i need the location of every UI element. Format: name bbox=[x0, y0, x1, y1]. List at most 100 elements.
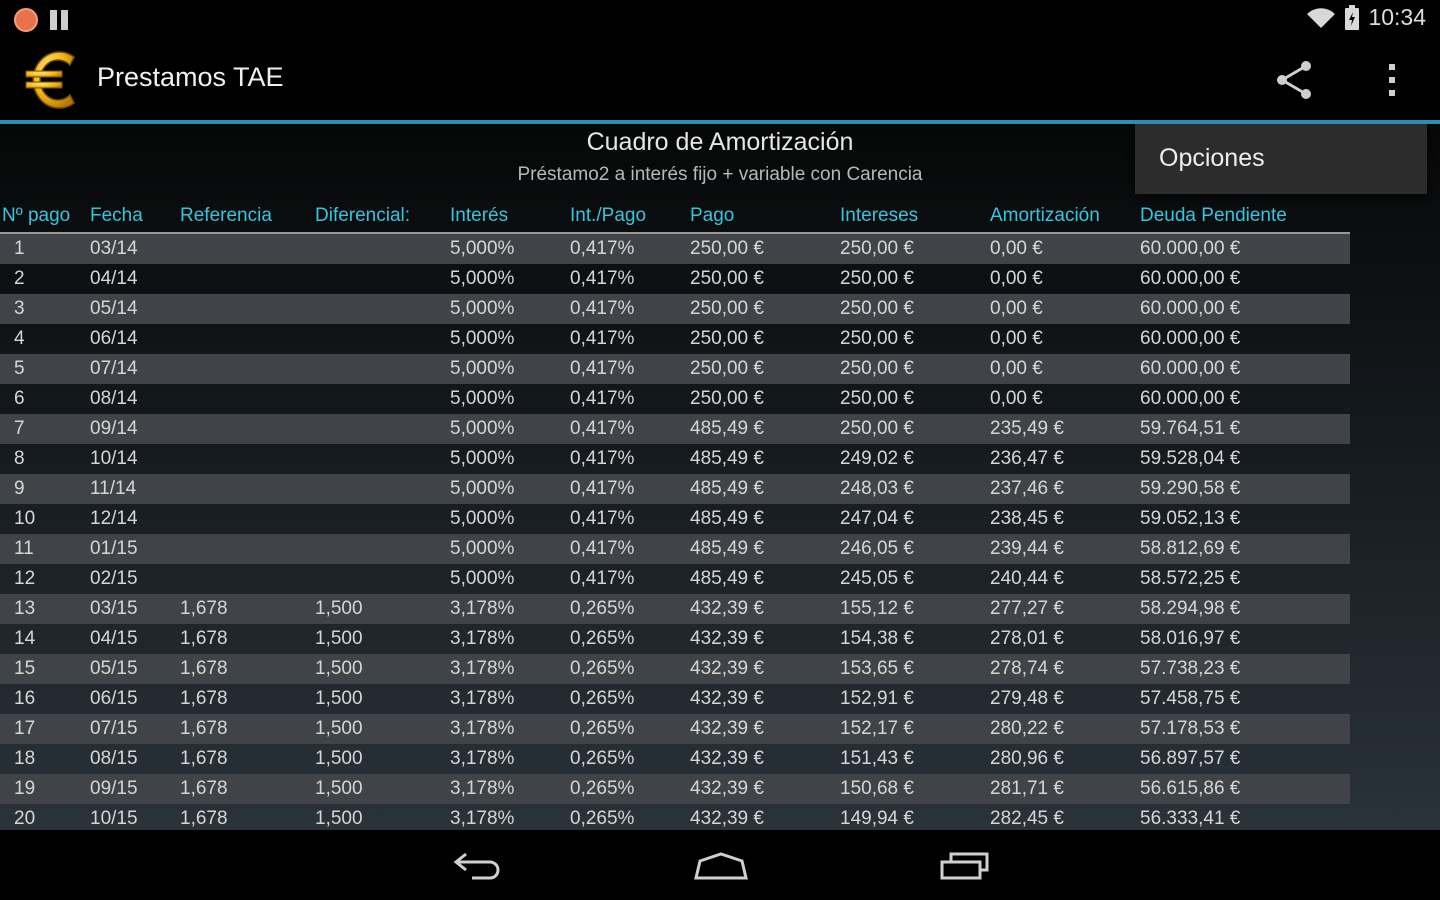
cell-deuda-pendiente: 60.000,00 € bbox=[1140, 328, 1241, 349]
share-icon[interactable] bbox=[1270, 58, 1318, 102]
back-button[interactable] bbox=[438, 844, 518, 888]
cell-interes: 5,000% bbox=[450, 508, 515, 529]
recents-button[interactable] bbox=[925, 844, 1005, 888]
cell-pago: 250,00 € bbox=[690, 328, 764, 349]
options-menu: Opciones bbox=[1135, 124, 1427, 194]
cell-interes: 5,000% bbox=[450, 448, 515, 469]
options-menu-item[interactable]: Opciones bbox=[1159, 144, 1265, 172]
notification-icon bbox=[14, 8, 38, 32]
cell-interes: 5,000% bbox=[450, 478, 515, 499]
cell-int-pago: 0,417% bbox=[570, 448, 635, 469]
cell-diferencial: 1,500 bbox=[315, 808, 363, 829]
home-button[interactable] bbox=[681, 844, 761, 888]
cell-referencia: 1,678 bbox=[180, 658, 228, 679]
cell-interes: 5,000% bbox=[450, 418, 515, 439]
cell-interes: 3,178% bbox=[450, 688, 515, 709]
table-row: 7 09/14 5,000% 0,417% 485,49 € 250,00 € 235,49… bbox=[0, 414, 1350, 444]
cell-deuda-pendiente: 56.615,86 € bbox=[1140, 778, 1241, 799]
cell-interes: 5,000% bbox=[450, 358, 515, 379]
cell-pago: 250,00 € bbox=[690, 238, 764, 259]
cell-deuda-pendiente: 58.294,98 € bbox=[1140, 598, 1241, 619]
cell-deuda-pendiente: 59.764,51 € bbox=[1140, 418, 1241, 439]
cell-referencia: 1,678 bbox=[180, 748, 228, 769]
storage-icon bbox=[50, 10, 68, 30]
cell-deuda-pendiente: 56.897,57 € bbox=[1140, 748, 1241, 769]
cell-interes: 5,000% bbox=[450, 568, 515, 589]
cell-fecha: 12/14 bbox=[90, 508, 138, 529]
cell-interes: 3,178% bbox=[450, 658, 515, 679]
cell-n-pago: 14 bbox=[14, 628, 36, 649]
cell-referencia: 1,678 bbox=[180, 778, 228, 799]
cell-intereses: 150,68 € bbox=[840, 778, 914, 799]
table-row: 10 12/14 5,000% 0,417% 485,49 € 247,04 € 238,4… bbox=[0, 504, 1350, 534]
cell-pago: 250,00 € bbox=[690, 388, 764, 409]
table-title: Cuadro de Amortización bbox=[586, 128, 854, 156]
cell-deuda-pendiente: 60.000,00 € bbox=[1140, 298, 1241, 319]
cell-fecha: 05/15 bbox=[90, 658, 138, 679]
cell-fecha: 04/15 bbox=[90, 628, 138, 649]
cell-pago: 250,00 € bbox=[690, 268, 764, 289]
cell-int-pago: 0,417% bbox=[570, 328, 635, 349]
cell-diferencial: 1,500 bbox=[315, 598, 363, 619]
table-row: 1 03/14 5,000% 0,417% 250,00 € 250,00 € 0,00 €… bbox=[0, 234, 1350, 264]
overflow-menu-icon[interactable] bbox=[1372, 58, 1412, 102]
cell-int-pago: 0,417% bbox=[570, 508, 635, 529]
cell-intereses: 247,04 € bbox=[840, 508, 914, 529]
cell-amortizacion: 281,71 € bbox=[990, 778, 1064, 799]
cell-int-pago: 0,265% bbox=[570, 628, 635, 649]
cell-amortizacion: 0,00 € bbox=[990, 328, 1043, 349]
cell-int-pago: 0,417% bbox=[570, 538, 635, 559]
cell-amortizacion: 235,49 € bbox=[990, 418, 1064, 439]
cell-int-pago: 0,417% bbox=[570, 478, 635, 499]
cell-pago: 432,39 € bbox=[690, 658, 764, 679]
cell-deuda-pendiente: 58.812,69 € bbox=[1140, 538, 1241, 559]
cell-intereses: 152,91 € bbox=[840, 688, 914, 709]
cell-fecha: 03/14 bbox=[90, 238, 138, 259]
cell-deuda-pendiente: 60.000,00 € bbox=[1140, 358, 1241, 379]
cell-n-pago: 18 bbox=[14, 748, 36, 769]
euro-logo-icon[interactable] bbox=[22, 45, 86, 113]
cell-fecha: 08/14 bbox=[90, 388, 138, 409]
cell-deuda-pendiente: 58.016,97 € bbox=[1140, 628, 1241, 649]
cell-int-pago: 0,265% bbox=[570, 658, 635, 679]
table-row: 16 06/15 1,678 1,500 3,178% 0,265% 432,39 € 152… bbox=[0, 684, 1350, 714]
table-subtitle: Préstamo2 a interés fijo + variable con … bbox=[517, 164, 923, 185]
cell-deuda-pendiente: 56.333,41 € bbox=[1140, 808, 1241, 829]
cell-intereses: 250,00 € bbox=[840, 358, 914, 379]
cell-referencia: 1,678 bbox=[180, 688, 228, 709]
cell-intereses: 250,00 € bbox=[840, 328, 914, 349]
cell-fecha: 06/15 bbox=[90, 688, 138, 709]
cell-intereses: 250,00 € bbox=[840, 238, 914, 259]
header-diferencial: Diferencial: bbox=[315, 205, 411, 226]
action-bar: Prestamos TAE bbox=[0, 40, 1440, 124]
cell-n-pago: 7 bbox=[14, 418, 25, 439]
cell-pago: 432,39 € bbox=[690, 778, 764, 799]
cell-amortizacion: 0,00 € bbox=[990, 388, 1043, 409]
cell-pago: 485,49 € bbox=[690, 448, 764, 469]
cell-fecha: 05/14 bbox=[90, 298, 138, 319]
cell-fecha: 07/15 bbox=[90, 718, 138, 739]
cell-fecha: 04/14 bbox=[90, 268, 138, 289]
cell-n-pago: 8 bbox=[14, 448, 25, 469]
recents-icon bbox=[940, 852, 989, 880]
cell-intereses: 250,00 € bbox=[840, 298, 914, 319]
cell-n-pago: 11 bbox=[14, 538, 34, 559]
cell-deuda-pendiente: 60.000,00 € bbox=[1140, 268, 1241, 289]
cell-intereses: 245,05 € bbox=[840, 568, 914, 589]
cell-deuda-pendiente: 57.738,23 € bbox=[1140, 658, 1241, 679]
table-row: 13 03/15 1,678 1,500 3,178% 0,265% 432,39 € 155… bbox=[0, 594, 1350, 624]
cell-deuda-pendiente: 57.178,53 € bbox=[1140, 718, 1241, 739]
cell-amortizacion: 280,96 € bbox=[990, 748, 1064, 769]
table-row: 11 01/15 5,000% 0,417% 485,49 € 246,05 € 239,4… bbox=[0, 534, 1350, 564]
cell-amortizacion: 0,00 € bbox=[990, 268, 1043, 289]
table-row: 18 08/15 1,678 1,500 3,178% 0,265% 432,39 € 151… bbox=[0, 744, 1350, 774]
cell-pago: 485,49 € bbox=[690, 568, 764, 589]
cell-int-pago: 0,265% bbox=[570, 718, 635, 739]
cell-interes: 3,178% bbox=[450, 778, 515, 799]
cell-fecha: 09/15 bbox=[90, 778, 138, 799]
table-row: 3 05/14 5,000% 0,417% 250,00 € 250,00 € 0,00 €… bbox=[0, 294, 1350, 324]
cell-referencia: 1,678 bbox=[180, 628, 228, 649]
cell-amortizacion: 0,00 € bbox=[990, 298, 1043, 319]
cell-int-pago: 0,265% bbox=[570, 598, 635, 619]
cell-interes: 5,000% bbox=[450, 268, 515, 289]
